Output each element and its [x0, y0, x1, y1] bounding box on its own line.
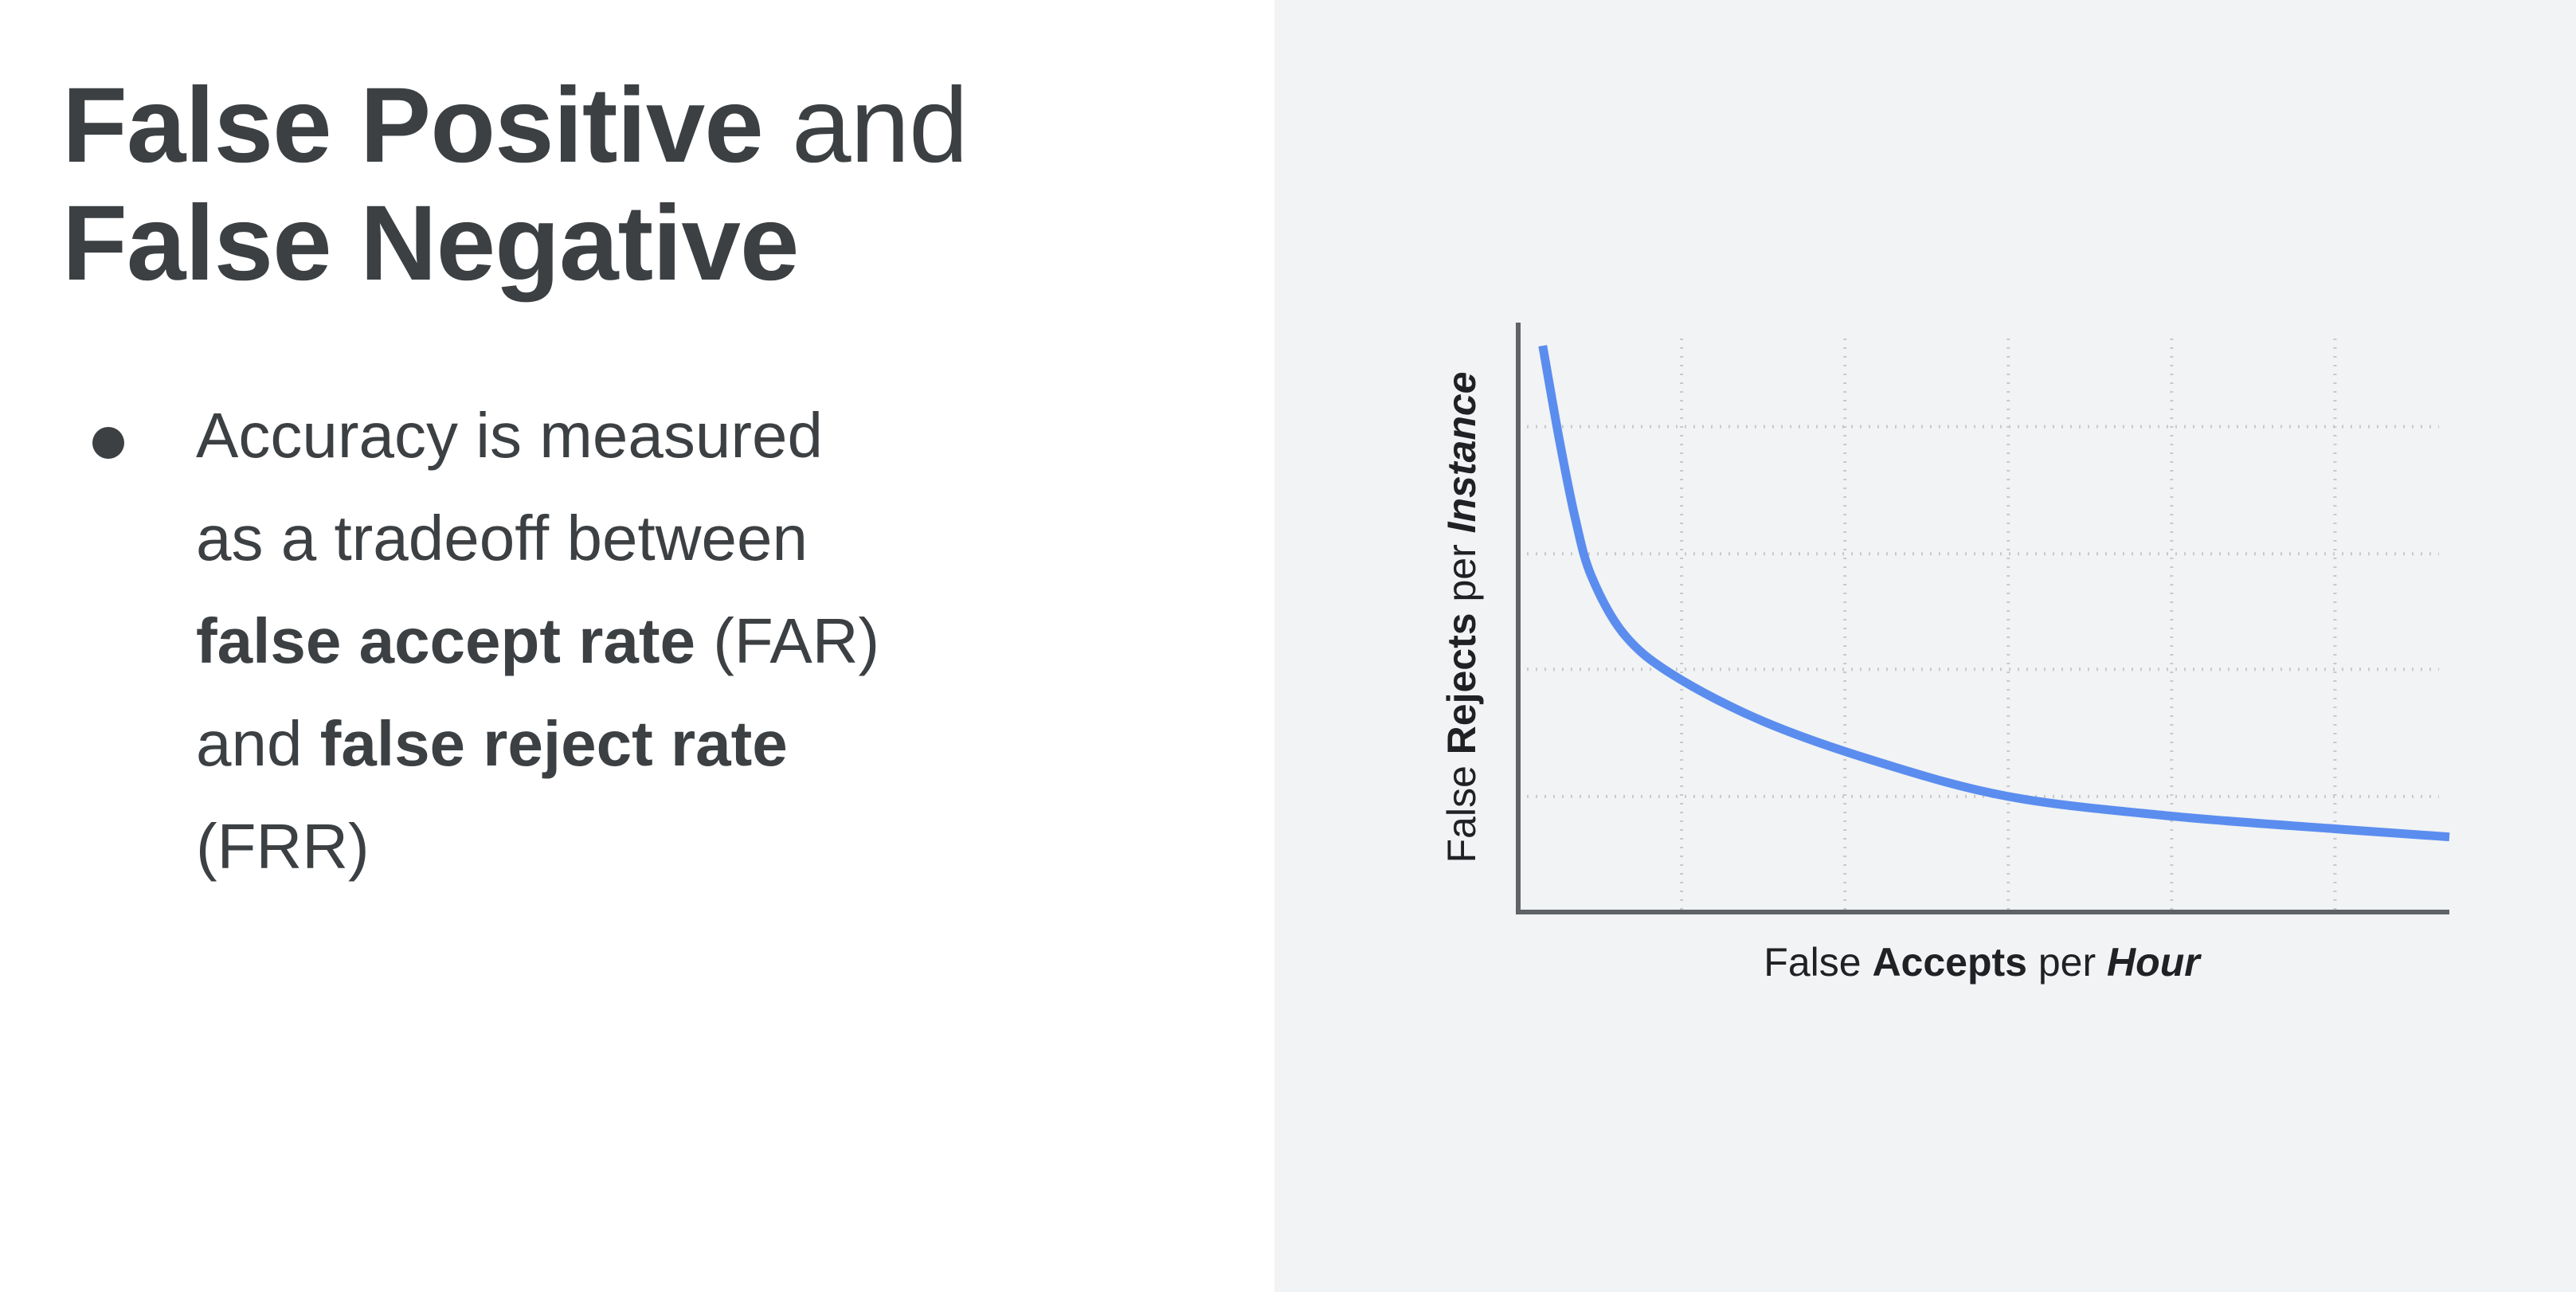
- y-axis-label-part: Instance: [1439, 372, 1484, 534]
- y-axis-label-part: False: [1439, 754, 1484, 863]
- bullet-emphasis-text: false accept rate: [196, 605, 696, 676]
- bullet-list: Accuracy is measured as a tradeoff betwe…: [0, 384, 881, 898]
- title-false-positive: False Positive: [62, 66, 764, 185]
- y-axis-label-part: Rejects: [1439, 613, 1484, 754]
- bullet-text: (FRR): [196, 811, 370, 882]
- bullet-text: Accuracy is measured as a tradeoff betwe…: [196, 400, 823, 574]
- x-axis-label-part: Accepts: [1872, 940, 2027, 985]
- x-axis-label-part: False: [1764, 940, 1872, 985]
- chart-panel: [1274, 0, 2576, 1292]
- slide-title: False Positive and False Negative: [62, 66, 969, 303]
- tradeoff-curve-line: [1538, 345, 2450, 842]
- x-axis-label-part: Hour: [2107, 940, 2202, 985]
- bullet-dot-icon: [92, 427, 124, 459]
- y-axis-label: False Rejects per Instance: [1439, 372, 1484, 863]
- slide-text-panel: False Positive and False Negative Accura…: [0, 0, 1274, 1292]
- bullet-item: Accuracy is measured as a tradeoff betwe…: [0, 384, 881, 898]
- title-and: and: [762, 66, 969, 185]
- bullet-text: (FAR) and: [196, 605, 880, 779]
- x-axis-label-part: per: [2027, 940, 2107, 985]
- y-axis-label-part: per: [1439, 533, 1484, 613]
- title-false-negative: False Negative: [62, 184, 799, 303]
- bullet-emphasis-text: false reject rate: [319, 708, 788, 779]
- x-axis-label: False Accepts per Hour: [1764, 940, 2202, 985]
